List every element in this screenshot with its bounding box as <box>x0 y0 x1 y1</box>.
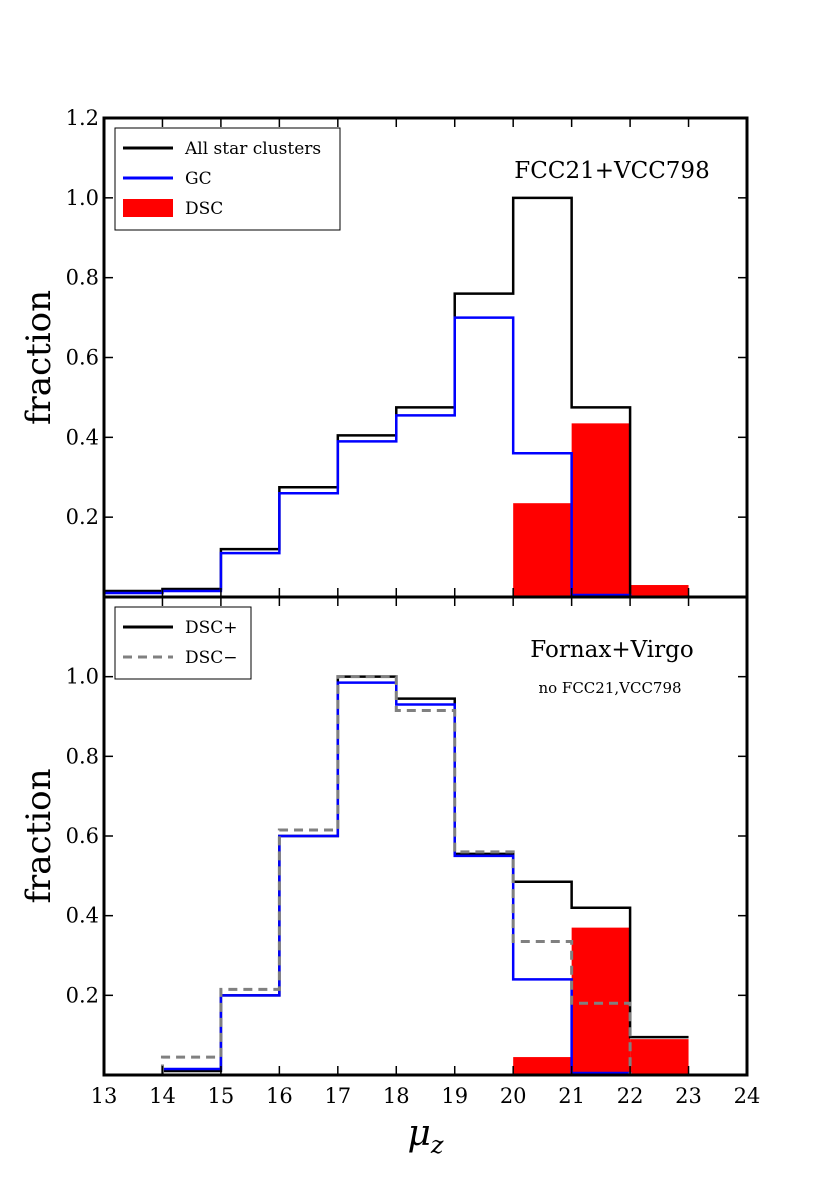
panel-annotation: Fornax+Virgo <box>530 637 693 663</box>
y-tick-label: 0.2 <box>66 983 99 1007</box>
y-tick-label: 0.4 <box>66 904 99 928</box>
x-tick-label: 13 <box>91 1084 118 1108</box>
dsc-bar <box>630 1039 689 1075</box>
dsc-bar <box>630 585 689 597</box>
x-tick-label: 19 <box>441 1084 468 1108</box>
y-tick-label: 0.6 <box>66 346 99 370</box>
dsc-bar <box>571 423 631 597</box>
x-tick-label: 15 <box>208 1084 235 1108</box>
legend-label: GC <box>185 169 212 189</box>
step-line-dsc- <box>104 675 689 1077</box>
y-tick-label: 0.4 <box>66 425 99 449</box>
y-tick-label: 1.2 <box>66 106 99 130</box>
legend-label: All star clusters <box>184 139 321 159</box>
legend: All star clusters GC DSC <box>114 127 341 231</box>
dsc-bar <box>513 1057 572 1075</box>
legend-label: DSC+ <box>185 618 238 638</box>
x-tick-label: 21 <box>558 1084 585 1108</box>
x-tick-label: 22 <box>617 1084 644 1108</box>
y-tick-label: 1.0 <box>66 186 99 210</box>
y-axis-label: fraction <box>19 768 59 903</box>
legend-label: DSC− <box>185 648 238 668</box>
legend-swatch <box>123 199 173 217</box>
legend-box <box>114 606 252 680</box>
step-line-gc <box>104 316 689 599</box>
y-tick-label: 0.6 <box>66 824 99 848</box>
y-tick-label: 0.8 <box>66 266 99 290</box>
legend-label: DSC <box>185 199 223 219</box>
legend: DSC+ DSC− <box>114 606 252 680</box>
y-axis-label: fraction <box>19 290 59 425</box>
x-tick-label: 17 <box>324 1084 351 1108</box>
x-tick-label: 18 <box>383 1084 410 1108</box>
panel-annotation: FCC21+VCC798 <box>514 158 709 184</box>
panel-top: 0.2 0.4 0.6 0.8 1.0 1.2 fraction FCC21+VCC798 Al… <box>19 106 749 599</box>
panel-annotation-secondary: no FCC21,VCC798 <box>538 679 681 697</box>
y-tick-label: 0.8 <box>66 744 99 768</box>
x-tick-label: 16 <box>266 1084 293 1108</box>
dsc-bar <box>513 503 572 597</box>
x-tick-label: 14 <box>149 1084 176 1108</box>
x-tick-label: 24 <box>734 1084 761 1108</box>
x-axis-label: μz <box>407 1113 443 1159</box>
y-tick-label: 0.2 <box>66 505 99 529</box>
x-tick-label: 23 <box>675 1084 702 1108</box>
x-tick-label: 20 <box>500 1084 527 1108</box>
panel-bottom: 0.2 0.4 0.6 0.8 1.0 13 14 15 16 17 18 19 20 21 22 23 24 f… <box>19 595 761 1159</box>
y-tick-label: 1.0 <box>66 665 99 689</box>
dsc-bar <box>571 927 631 1075</box>
